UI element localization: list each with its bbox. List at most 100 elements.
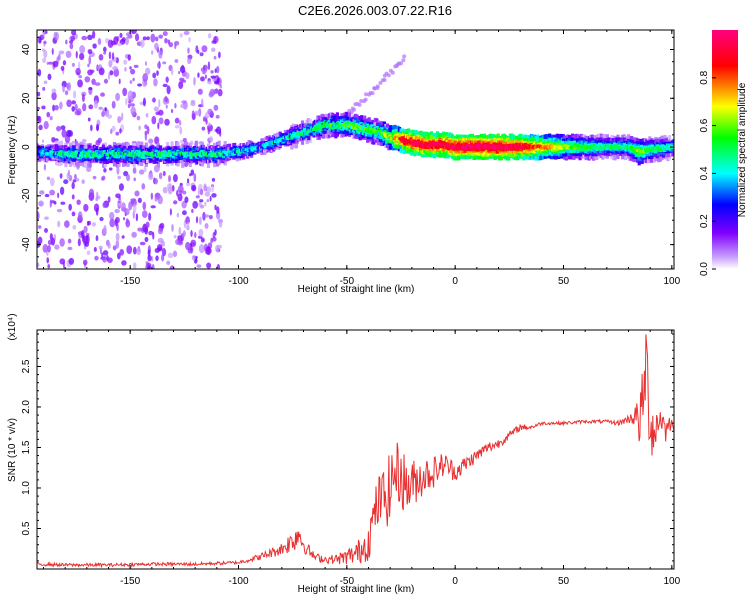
heatmap-noise-cell — [37, 262, 40, 268]
heatmap-noise-cell — [204, 223, 209, 229]
heatmap-noise-cell — [216, 264, 221, 269]
heatmap-cell — [138, 153, 142, 157]
heatmap-cell — [647, 147, 651, 151]
heatmap-noise-cell — [200, 237, 205, 243]
heatmap-noise-cell — [207, 33, 212, 39]
x-tick-label: -150 — [120, 576, 140, 587]
heatmap-noise-cell — [139, 241, 146, 246]
heatmap-noise-cell — [98, 106, 103, 110]
heatmap-noise-cell — [197, 49, 200, 55]
heatmap-noise-cell — [204, 214, 210, 218]
heatmap-cell — [441, 141, 445, 145]
y-tick-label: 1.5 — [21, 440, 32, 454]
heatmap-noise-cell — [186, 181, 191, 187]
heatmap-noise-cell — [207, 122, 211, 127]
heatmap-noise-cell — [215, 126, 222, 135]
heatmap-cell — [285, 135, 289, 139]
heatmap-noise-cell — [210, 47, 216, 52]
heatmap-noise-cell — [79, 52, 85, 61]
heatmap-cell — [533, 146, 538, 150]
heatmap-noise-cell — [100, 92, 105, 97]
heatmap-noise-cell — [98, 53, 104, 61]
heatmap-noise-cell — [38, 200, 44, 207]
y-tick-label: 2.0 — [21, 400, 32, 414]
heatmap-cell — [651, 148, 655, 152]
heatmap-cell — [118, 154, 122, 158]
heatmap-cell — [421, 144, 425, 148]
heatmap-noise-cell — [199, 188, 204, 196]
heatmap-noise-cell — [148, 138, 154, 144]
heatmap-noise-cell — [209, 136, 214, 142]
heatmap-noise-cell — [204, 74, 207, 79]
heatmap-noise-cell — [174, 124, 180, 129]
heatmap-noise-cell — [123, 59, 128, 65]
spectrogram-plot: -150 -100 -50 0 50 100 -40 -20 0 20 40 Height of … — [7, 29, 681, 295]
heatmap-noise-cell — [170, 109, 174, 114]
heatmap-noise-cell — [37, 91, 41, 97]
heatmap-noise-cell — [87, 34, 93, 41]
heatmap-noise-cell — [95, 139, 101, 146]
heatmap-noise-cell — [59, 101, 63, 110]
heatmap-cell — [57, 153, 61, 157]
heatmap-noise-cell — [184, 196, 189, 204]
heatmap-noise-cell — [93, 99, 98, 109]
heatmap-noise-cell — [127, 54, 131, 61]
heatmap-noise-cell — [178, 226, 182, 236]
heatmap-noise-cell — [178, 81, 184, 90]
heatmap-noise-cell — [162, 170, 166, 177]
heatmap-cell — [365, 127, 369, 131]
heatmap-cell — [313, 126, 317, 130]
heatmap-cell — [110, 151, 114, 155]
heatmap-cell — [95, 152, 99, 156]
heatmap-noise-cell — [88, 104, 94, 110]
y-tick-label: -40 — [21, 237, 32, 252]
heatmap-noise-cell — [124, 36, 129, 46]
heatmap-cell — [228, 150, 232, 154]
heatmap-noise-cell — [77, 79, 83, 88]
heatmap-cell — [50, 150, 54, 154]
heatmap-noise-cell — [136, 247, 142, 256]
heatmap-noise-cell — [75, 67, 81, 76]
heatmap-cell — [91, 153, 96, 157]
heatmap-noise-cell — [119, 32, 123, 38]
heatmap-cell — [623, 146, 627, 150]
heatmap-noise-cell — [183, 162, 189, 167]
heatmap-noise-cell — [189, 246, 194, 254]
heatmap-cell — [92, 151, 96, 155]
heatmap-noise-cell — [92, 30, 96, 39]
heatmap-noise-cell — [213, 55, 217, 60]
heatmap-noise-cell — [137, 197, 142, 204]
heatmap-noise-cell — [102, 46, 107, 53]
heatmap-noise-cell — [37, 225, 42, 229]
heatmap-cell — [153, 152, 157, 156]
heatmap-noise-cell — [69, 43, 74, 50]
heatmap-cell — [566, 145, 570, 148]
heatmap-noise-cell — [102, 250, 109, 256]
heatmap-noise-cell — [174, 59, 179, 63]
heatmap-noise-cell — [142, 201, 147, 211]
heatmap-noise-cell — [52, 60, 59, 68]
heatmap-cell — [403, 138, 408, 142]
colorbar-tick-label: 0.6 — [699, 118, 710, 132]
heatmap-cell — [268, 143, 272, 147]
heatmap-noise-cell — [201, 45, 208, 53]
heatmap-cell — [249, 146, 253, 150]
colorbar: 0.0 0.2 0.4 0.6 0.8 Normalized spectral ampl… — [699, 30, 748, 276]
heatmap-noise-cell — [43, 80, 48, 85]
heatmap-noise-cell — [118, 183, 124, 191]
spectrogram-heatmap — [37, 30, 674, 269]
heatmap-noise-cell — [218, 51, 221, 59]
heatmap-noise-cell — [89, 69, 95, 74]
heatmap-noise-cell — [132, 246, 137, 255]
heatmap-noise-cell — [144, 236, 149, 243]
heatmap-noise-cell — [71, 181, 75, 190]
heatmap-noise-cell — [107, 242, 111, 249]
heatmap-noise-cell — [115, 131, 120, 136]
heatmap-noise-cell — [207, 127, 211, 135]
heatmap-noise-cell — [177, 193, 183, 202]
heatmap-noise-cell — [83, 203, 89, 212]
heatmap-cell — [431, 143, 435, 147]
heatmap-noise-cell — [178, 71, 181, 75]
heatmap-cell — [260, 145, 265, 149]
heatmap-cell — [266, 143, 271, 146]
